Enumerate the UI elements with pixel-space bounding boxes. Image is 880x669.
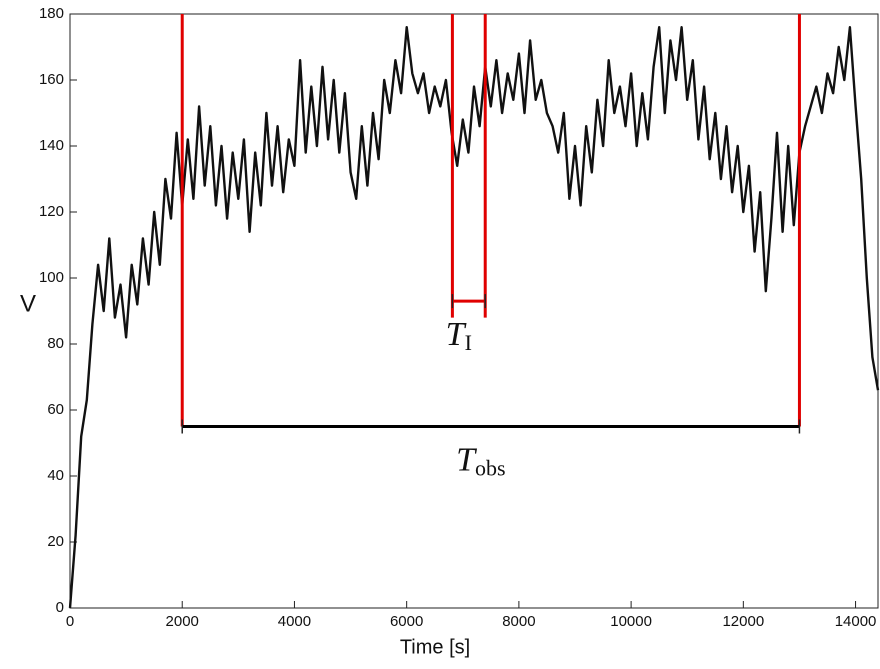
span-label: Tobs (456, 441, 505, 480)
span-label: TI (446, 316, 472, 355)
x-tick-label: 14000 (835, 613, 877, 630)
x-tick-label: 8000 (502, 613, 535, 630)
y-axis-label: V (20, 290, 36, 317)
x-axis-label: Time [s] (400, 636, 470, 658)
x-tick-label: 12000 (722, 613, 764, 630)
y-tick-label: 100 (39, 269, 64, 286)
plot-frame (69, 13, 879, 609)
span-label-main: T (456, 441, 477, 478)
x-tick-label: 6000 (390, 613, 423, 630)
data-line (68, 26, 880, 609)
span-label-sub: obs (475, 456, 506, 481)
x-tick-label: 10000 (610, 613, 652, 630)
span-label-sub: I (465, 330, 472, 355)
x-tick-label: 2000 (166, 613, 199, 630)
x-tick-label: 4000 (278, 613, 311, 630)
span-label-main: T (446, 316, 467, 353)
y-tick-label: 120 (39, 203, 64, 220)
y-tick-label: 140 (39, 137, 64, 154)
y-tick-label: 40 (47, 467, 64, 484)
y-tick-label: 80 (47, 335, 64, 352)
y-tick-label: 180 (39, 5, 64, 22)
y-tick-label: 0 (56, 599, 64, 616)
y-tick-label: 160 (39, 71, 64, 88)
x-tick-label: 0 (66, 613, 74, 630)
y-tick-label: 20 (47, 533, 64, 550)
y-tick-label: 60 (47, 401, 64, 418)
